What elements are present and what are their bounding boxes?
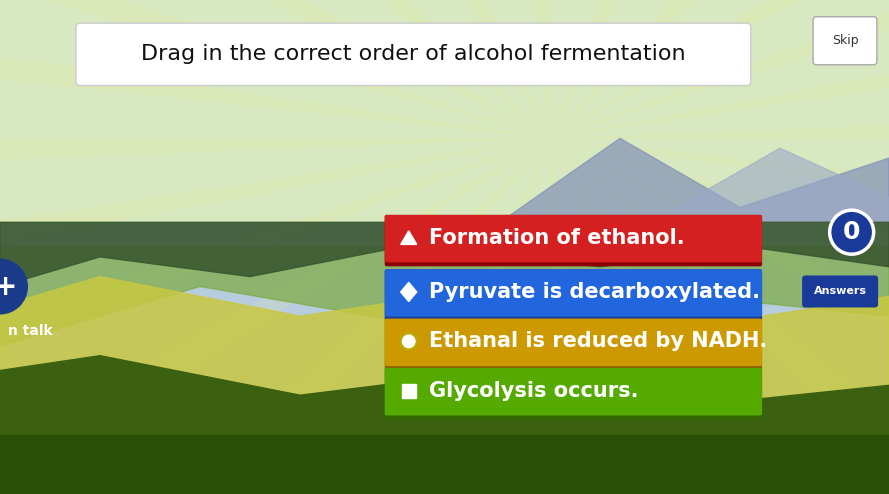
Polygon shape	[551, 138, 889, 330]
FancyBboxPatch shape	[385, 215, 762, 262]
Polygon shape	[0, 0, 551, 138]
Polygon shape	[0, 222, 889, 287]
Polygon shape	[0, 277, 889, 494]
Polygon shape	[551, 138, 889, 494]
Polygon shape	[0, 138, 551, 380]
Polygon shape	[500, 138, 889, 222]
FancyBboxPatch shape	[813, 17, 877, 65]
Polygon shape	[0, 138, 551, 494]
Text: Ethanal is reduced by NADH.: Ethanal is reduced by NADH.	[428, 331, 767, 351]
FancyBboxPatch shape	[385, 269, 762, 317]
Polygon shape	[0, 138, 551, 494]
Polygon shape	[0, 0, 551, 138]
Polygon shape	[551, 0, 889, 138]
Text: Skip: Skip	[832, 34, 858, 47]
Polygon shape	[650, 148, 889, 222]
FancyBboxPatch shape	[385, 319, 762, 366]
Bar	[0, 0, 889, 222]
Polygon shape	[0, 247, 889, 346]
Circle shape	[829, 210, 874, 254]
Text: Drag in the correct order of alcohol fermentation: Drag in the correct order of alcohol fer…	[141, 44, 685, 64]
FancyBboxPatch shape	[385, 215, 762, 266]
FancyBboxPatch shape	[76, 23, 750, 85]
Text: n talk: n talk	[8, 324, 52, 338]
Circle shape	[401, 333, 417, 349]
Polygon shape	[551, 0, 889, 138]
Polygon shape	[0, 138, 551, 494]
Polygon shape	[116, 0, 551, 138]
Polygon shape	[0, 0, 551, 138]
Text: Answers: Answers	[813, 287, 867, 296]
Polygon shape	[206, 138, 551, 494]
Polygon shape	[0, 435, 889, 494]
Polygon shape	[458, 0, 551, 138]
Text: Formation of ethanol.: Formation of ethanol.	[428, 228, 685, 247]
Polygon shape	[401, 231, 417, 245]
FancyBboxPatch shape	[385, 368, 762, 419]
FancyBboxPatch shape	[385, 319, 762, 370]
FancyBboxPatch shape	[402, 384, 415, 398]
Polygon shape	[551, 0, 889, 138]
Polygon shape	[0, 138, 551, 190]
Polygon shape	[0, 356, 889, 494]
Polygon shape	[551, 138, 889, 494]
Polygon shape	[551, 86, 889, 138]
FancyBboxPatch shape	[385, 368, 762, 415]
Polygon shape	[401, 283, 417, 301]
Polygon shape	[551, 0, 889, 138]
Text: 0: 0	[843, 220, 861, 244]
Polygon shape	[0, 0, 551, 138]
Polygon shape	[551, 138, 645, 494]
FancyBboxPatch shape	[802, 276, 878, 307]
Text: +: +	[0, 273, 18, 300]
Text: Pyruvate is decarboxylated.: Pyruvate is decarboxylated.	[428, 282, 760, 302]
FancyBboxPatch shape	[385, 269, 762, 321]
Polygon shape	[551, 138, 889, 494]
Polygon shape	[551, 138, 889, 494]
Circle shape	[0, 258, 28, 315]
Polygon shape	[551, 0, 889, 138]
Text: Glycolysis occurs.: Glycolysis occurs.	[428, 381, 638, 401]
